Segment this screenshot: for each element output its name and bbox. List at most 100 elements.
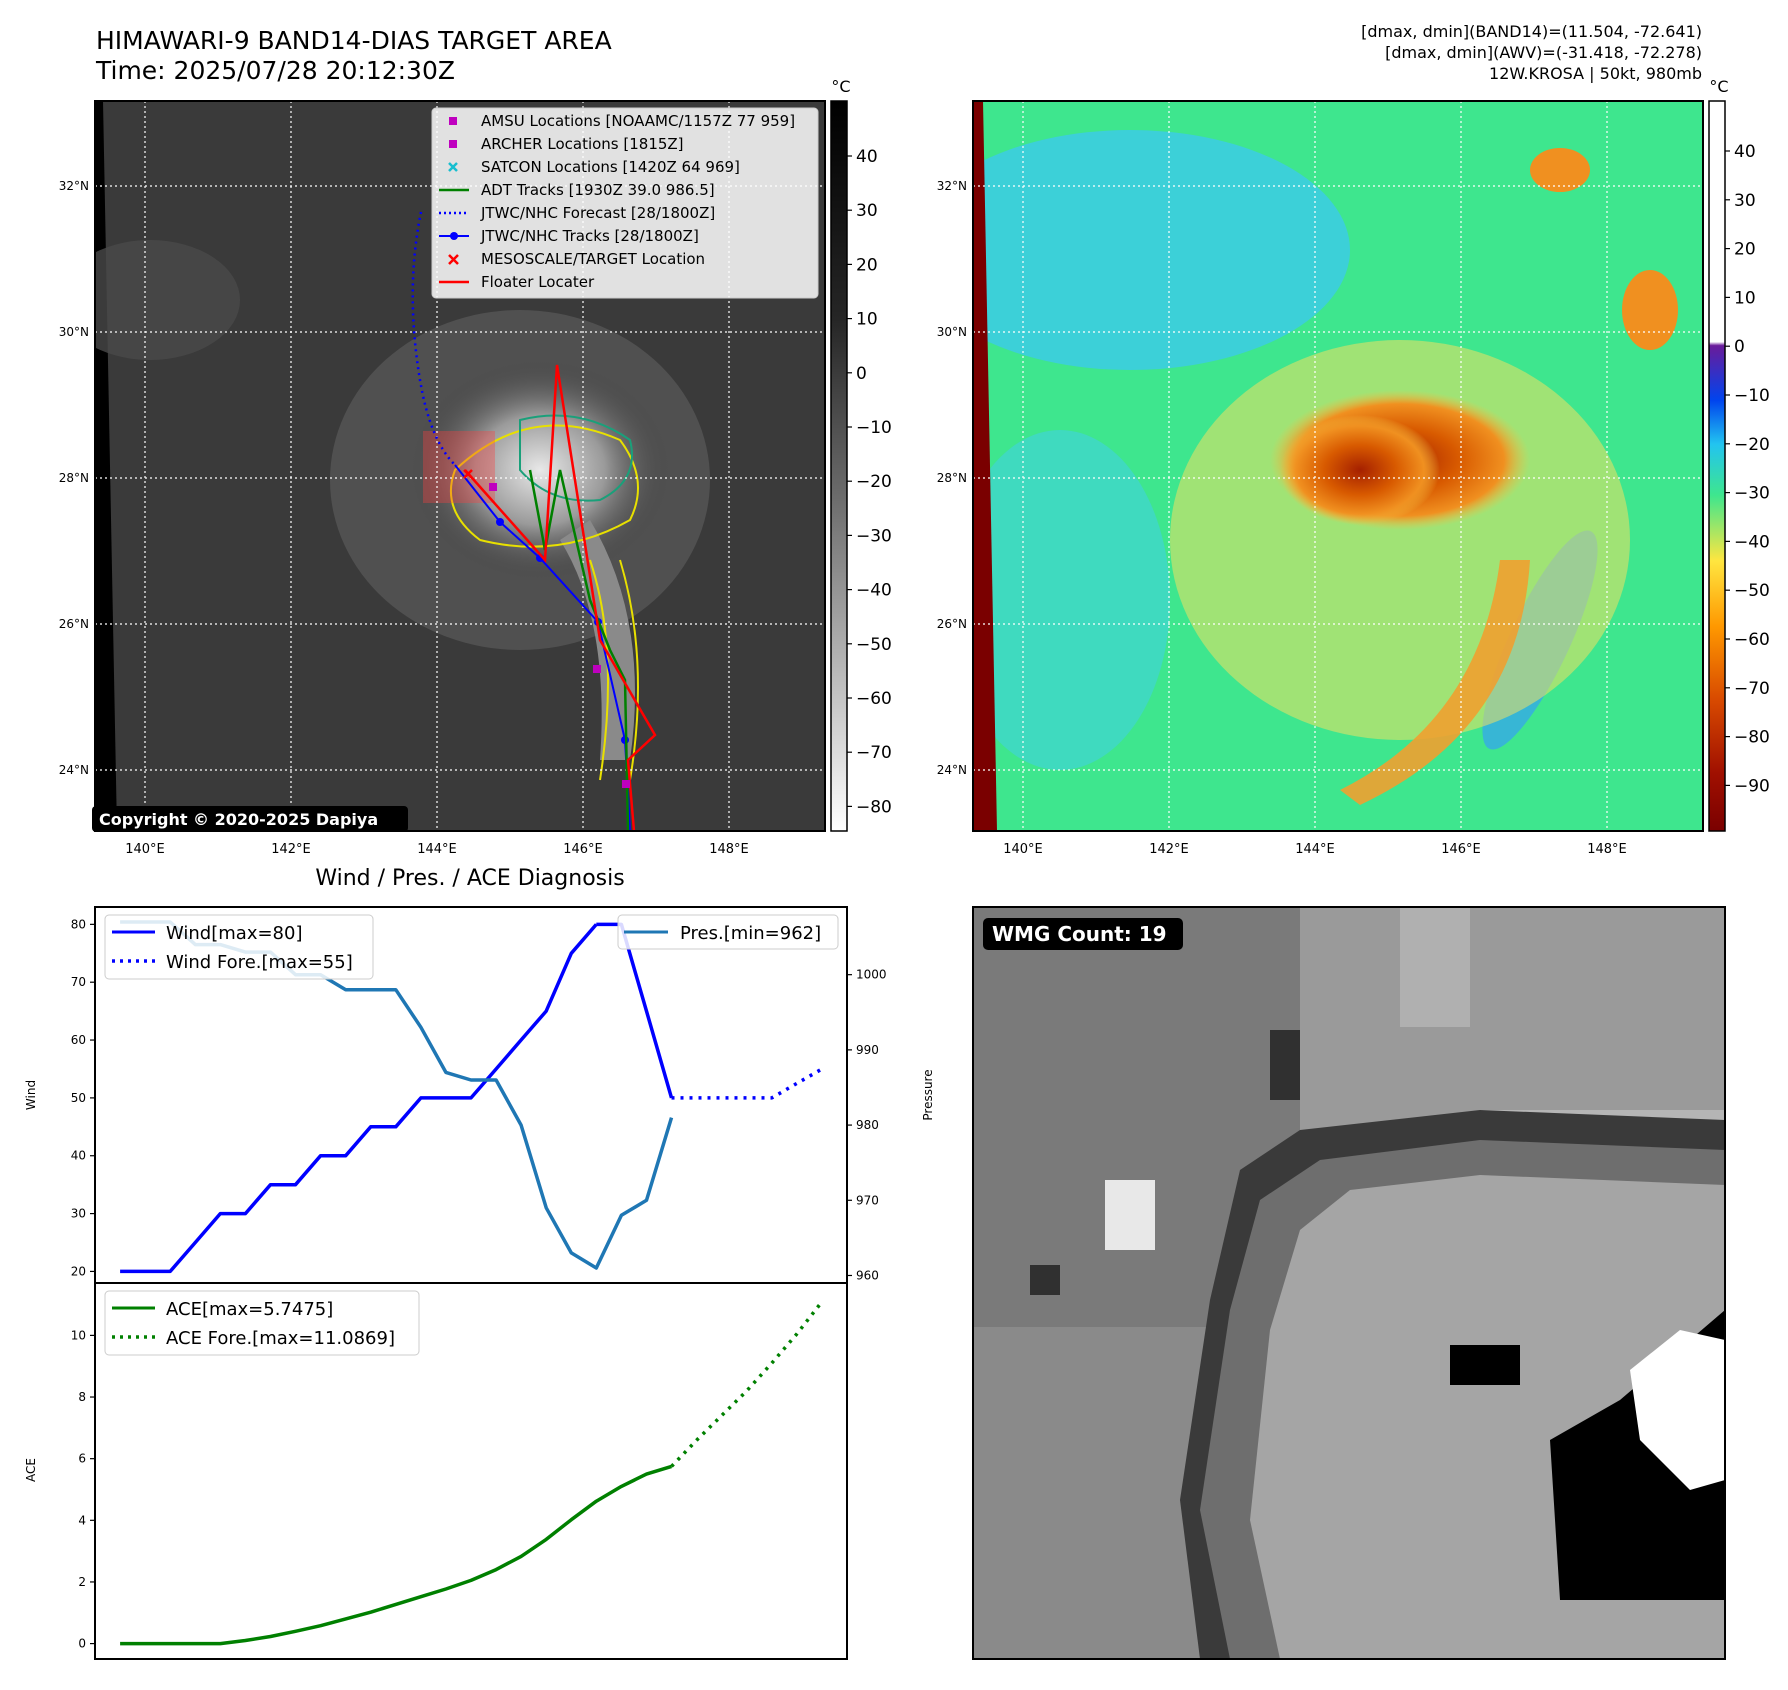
lat-label: 30°N (59, 325, 89, 339)
pressure-axis-label: Pressure (921, 1069, 935, 1120)
pres-legend-label: Pres.[min=962] (680, 923, 821, 944)
ir-colorbar-tick-label: 30 (856, 201, 878, 221)
legend-label-jtwc-track: JTWC/NHC Tracks [28/1800Z] (480, 227, 699, 245)
pres-legend-box (617, 914, 839, 950)
ace-tick-label: 8 (78, 1390, 86, 1404)
info-line-band14: [dmax, dmin](BAND14)=(11.504, -72.641) (1361, 22, 1702, 41)
awv-convection (1530, 148, 1590, 192)
awv-dry-zone (973, 130, 1350, 370)
awv-map-frame (972, 100, 1704, 832)
pressure-tick-label: 960 (856, 1268, 879, 1282)
wmg-region (1400, 907, 1470, 1027)
awv-colorbar-unit: °C (1709, 77, 1728, 96)
amsu-location (622, 780, 630, 788)
awv-colorbar-tick-label: −30 (1734, 484, 1770, 504)
copyright-text: Copyright © 2020-2025 Dapiya (99, 810, 378, 829)
wmg-dark-cell (1450, 1345, 1520, 1385)
legend-label-floater: Floater Locater (481, 273, 595, 291)
target-location-marker (463, 469, 473, 479)
legend-box (431, 107, 819, 299)
ace-fore-legend-label: ACE Fore.[max=11.0869] (166, 1328, 395, 1349)
ir-contour-yellow (449, 424, 639, 548)
awv-colorbar-tick-label: −70 (1734, 679, 1770, 699)
ace-axis-label: ACE (24, 1458, 38, 1482)
wmg-count-box (983, 918, 1183, 950)
awv-storm-core (1280, 415, 1440, 525)
awv-colorbar-tick-label: 40 (1734, 142, 1756, 162)
legend: AMSU Locations [NOAAMC/1157Z 77 959] ARC… (431, 107, 819, 299)
lat-label: 28°N (937, 471, 967, 485)
wmg-dark-cell (1030, 1265, 1060, 1295)
series-line-wind (596, 922, 674, 1099)
awv-map-panel: °C 40 30 20 10 0 −10 −20 −30 −40 −50 −60 −70 −80 −90 (972, 77, 1770, 832)
legend-marker-jtwc-dot (450, 232, 458, 240)
ir-colorbar (830, 100, 848, 832)
wind-axis-ticks: 20 30 40 50 60 70 80 (71, 917, 95, 1278)
wind-tick-label: 60 (71, 1033, 86, 1047)
awv-colorbar-tick-label: 30 (1734, 191, 1756, 211)
lon-label: 148°E (709, 842, 749, 857)
wind-tick-label: 20 (71, 1264, 86, 1278)
ace-legend-label: ACE[max=5.7475] (166, 1299, 333, 1320)
ir-colorbar-ticks: 40 30 20 10 0 −10 −20 −30 −40 −50 −60 −70 −80 (847, 147, 892, 817)
copyright-box (92, 806, 408, 832)
ir-colorbar-tick-label: −10 (856, 418, 892, 438)
pressure-tick-label: 1000 (856, 968, 887, 982)
info-line-storm: 12W.KROSA | 50kt, 980mb (1489, 64, 1702, 83)
wind-tick-label: 50 (71, 1091, 86, 1105)
awv-colorbar (1708, 100, 1726, 832)
lon-label: 140°E (1003, 842, 1043, 857)
info-line-awv: [dmax, dmin](AWV)=(-31.418, -72.278) (1385, 43, 1702, 62)
ir-tracks (411, 211, 657, 831)
ir-colorbar-unit: °C (831, 77, 850, 96)
awv-colorbar-tick-label: −50 (1734, 581, 1770, 601)
series-line-ace (120, 1464, 673, 1646)
awv-colorbar-tick-label: −40 (1734, 532, 1770, 552)
wind-legend-label: Wind[max=80] (166, 923, 303, 944)
archer-location (489, 483, 497, 491)
awv-colorbar-ticks: 40 30 20 10 0 −10 −20 −30 −40 −50 −60 −70 −80 −90 (1725, 142, 1770, 796)
legend-label-target: MESOSCALE/TARGET Location (481, 250, 705, 268)
series-line-ace-forecast (670, 1300, 824, 1468)
wmg-frame (972, 906, 1726, 1660)
ace-series (120, 1300, 824, 1646)
wmg-panel: WMG Count: 19 (972, 906, 1726, 1660)
wind-axis-label: Wind (24, 1080, 38, 1110)
ace-tick-label: 2 (78, 1575, 86, 1589)
ir-storm-core (410, 360, 670, 580)
legend-label-adt: ADT Tracks [1930Z 39.0 986.5] (481, 181, 715, 199)
ace-legend-box (104, 1290, 420, 1356)
lat-label: 24°N (937, 763, 967, 777)
lat-label: 24°N (59, 763, 89, 777)
lat-label: 26°N (59, 617, 89, 631)
legend-marker-satcon (448, 162, 458, 172)
lon-label: 144°E (417, 842, 457, 857)
ace-tick-label: 6 (78, 1452, 86, 1466)
wmg-region (1300, 907, 1725, 1137)
awv-nodata-strip (973, 101, 997, 831)
legend-label-archer: ARCHER Locations [1815Z] (481, 135, 684, 153)
lon-label: 146°E (563, 842, 603, 857)
pres-legend: Pres.[min=962] (617, 914, 839, 950)
legend-label-satcon: SATCON Locations [1420Z 64 969] (481, 158, 740, 176)
awv-colorbar-tick-label: −10 (1734, 386, 1770, 406)
lon-label: 148°E (1587, 842, 1627, 857)
ace-axis-ticks: 0 2 4 6 8 10 (71, 1328, 95, 1651)
series-line-wind (120, 923, 598, 1274)
wind-fore-legend-label: Wind Fore.[max=55] (166, 952, 353, 973)
lon-label: 142°E (1149, 842, 1189, 857)
map-coordinate-labels: 32°N 30°N 28°N 26°N 24°N 140°E 142°E 144°E 146°E… (59, 179, 1627, 857)
awv-convection (1622, 270, 1678, 350)
lon-label: 146°E (1441, 842, 1481, 857)
lon-label: 142°E (271, 842, 311, 857)
awv-colorbar-tick-label: −80 (1734, 728, 1770, 748)
legend-marker-target (448, 254, 459, 265)
legend-marker-amsu (449, 117, 457, 125)
ir-colorbar-tick-label: −50 (856, 635, 892, 655)
awv-rainband (1340, 560, 1530, 805)
figure-time: Time: 2025/07/28 20:12:30Z (96, 56, 455, 85)
ir-colorbar-tick-label: 0 (856, 364, 867, 384)
awv-colorbar-tick-label: 20 (1734, 240, 1756, 260)
wind-legend-box (104, 914, 374, 980)
